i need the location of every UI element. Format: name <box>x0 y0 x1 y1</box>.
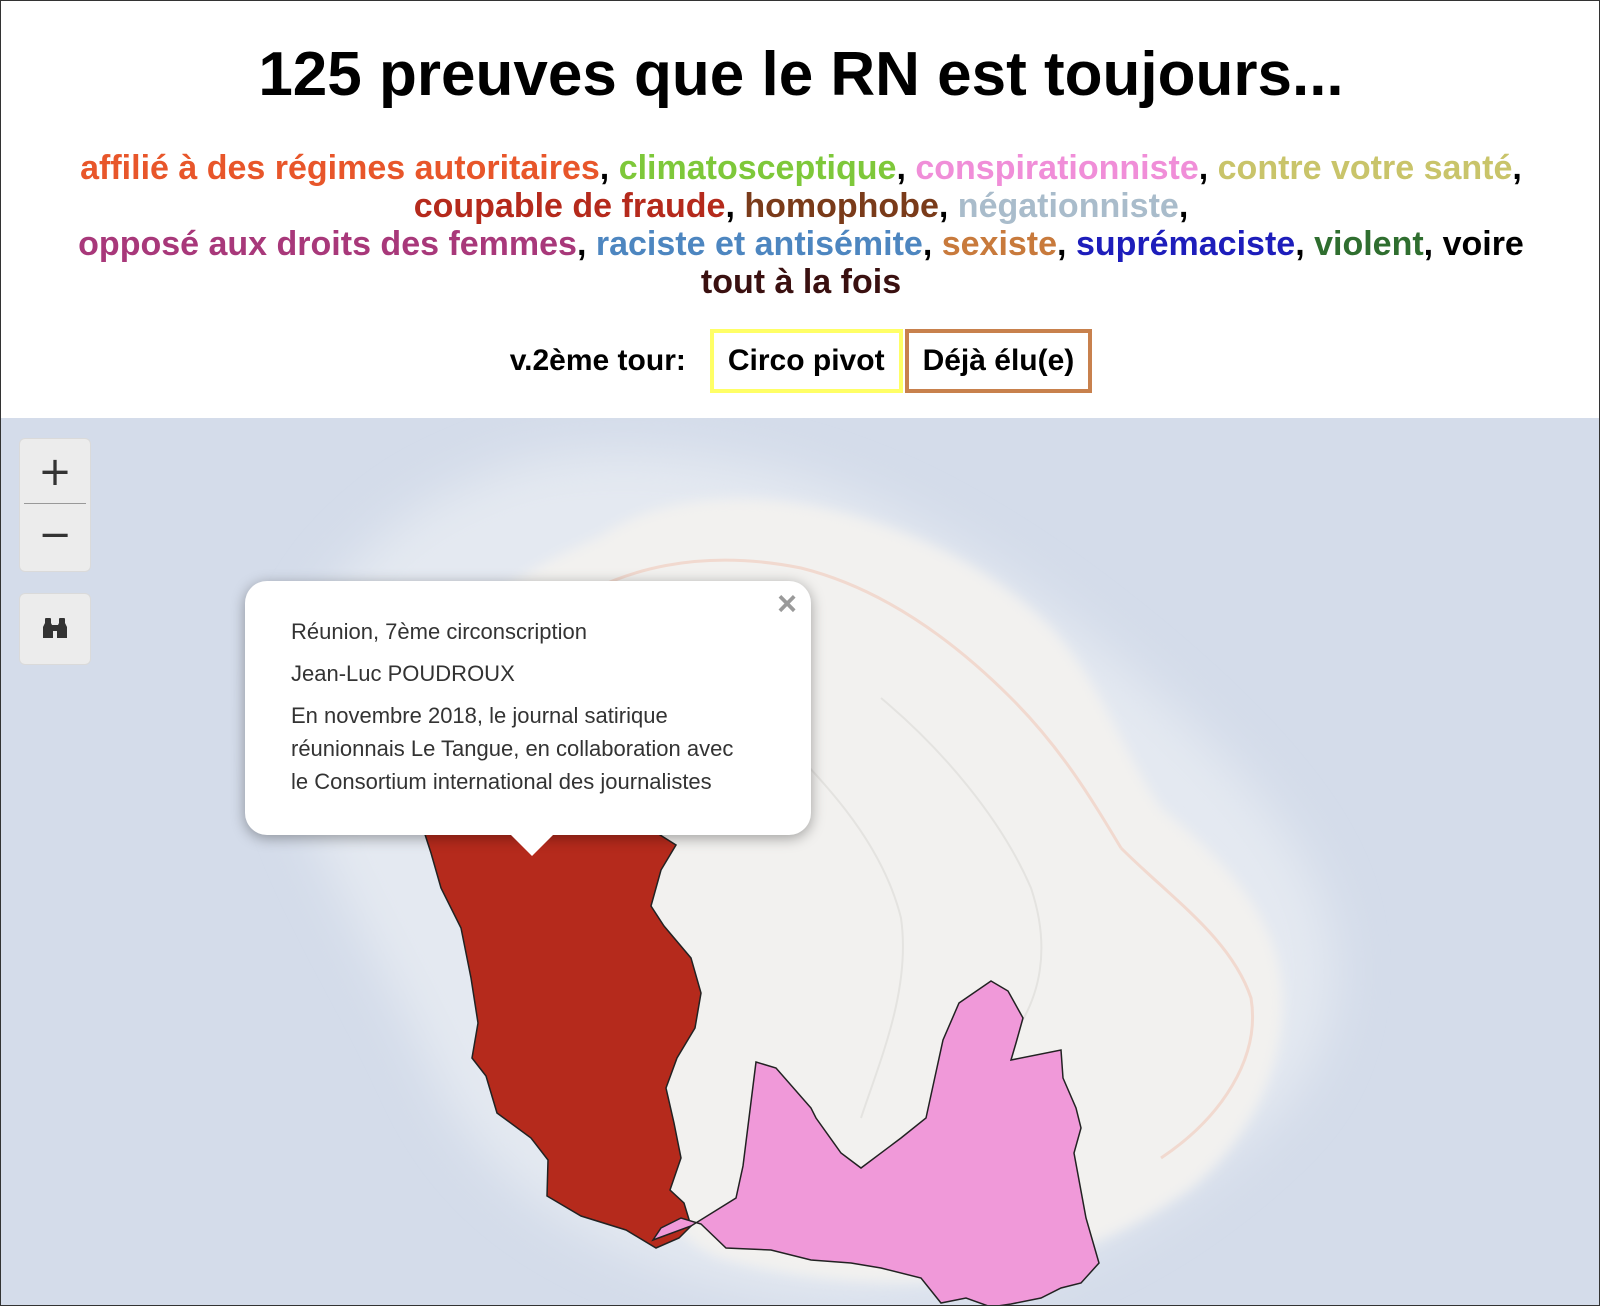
popup-candidate: Jean-Luc POUDROUX <box>291 661 515 686</box>
category-tags: affilié à des régimes autoritaires, clim… <box>1 149 1599 301</box>
tag-separator: , <box>599 149 619 187</box>
tag-authoritarian[interactable]: affilié à des régimes autoritaires <box>80 149 600 187</box>
circo-pivot-button[interactable]: Circo pivot <box>709 329 903 393</box>
popup-text: En novembre 2018, le journal satirique r… <box>291 703 734 805</box>
tag-negationist[interactable]: négationniste <box>957 187 1179 225</box>
tag-racist[interactable]: raciste et antisémite <box>595 225 923 263</box>
deja-elu-button[interactable]: Déjà élu(e) <box>904 329 1093 393</box>
tag-separator: , <box>725 187 745 225</box>
tag-separator: , <box>922 225 942 263</box>
tags-line-3: opposé aux droits des femmes, raciste et… <box>1 225 1599 263</box>
tags-conjunction: voire <box>1442 225 1524 263</box>
tag-separator: , <box>576 225 596 263</box>
tags-line-4: tout à la fois <box>1 263 1599 301</box>
tag-anti-women-rights[interactable]: opposé aux droits des femmes <box>78 225 577 263</box>
tag-fraud[interactable]: coupable de fraude <box>413 187 726 225</box>
zoom-out-button[interactable]: − <box>38 512 72 558</box>
locate-button[interactable] <box>19 593 91 665</box>
map-tiles <box>1 418 1599 1306</box>
second-round-label: v.2ème tour: <box>509 344 686 377</box>
tag-separator: , <box>1423 225 1443 263</box>
tag-separator: , <box>1057 225 1076 263</box>
binoculars-icon <box>43 618 67 638</box>
district-conspiracy[interactable] <box>651 980 1100 1306</box>
tag-homophobe[interactable]: homophobe <box>744 187 939 225</box>
tag-health[interactable]: contre votre santé <box>1217 149 1513 187</box>
page-title: 125 preuves que le RN est toujours... <box>258 40 1344 109</box>
tags-line-1: affilié à des régimes autoritaires, clim… <box>80 149 1522 187</box>
tag-violent[interactable]: violent <box>1314 225 1424 263</box>
zoom-divider <box>24 503 86 504</box>
tag-separator: , <box>938 187 958 225</box>
map-view[interactable]: + − × Réunion, 7ème circonscription Jean… <box>1 418 1599 1306</box>
road <box>1119 846 1254 1160</box>
tag-separator: , <box>1295 225 1315 263</box>
popup-content: Réunion, 7ème circonscription Jean-Luc P… <box>291 615 751 805</box>
popup-close-button[interactable]: × <box>777 585 797 623</box>
tag-separator: , <box>1198 149 1218 187</box>
zoom-control: + − <box>19 438 91 572</box>
popup-tip <box>505 829 559 856</box>
road <box>760 717 904 1119</box>
zoom-in-button[interactable]: + <box>38 449 72 495</box>
tag-separator: , <box>896 149 916 187</box>
second-round-filter: v.2ème tour: Circo pivot Déjà élu(e) <box>1 329 1599 395</box>
road <box>560 558 1123 849</box>
tags-line-2: coupable de fraude, homophobe, négationn… <box>413 187 1189 225</box>
tag-all-at-once[interactable]: tout à la fois <box>700 263 902 301</box>
tag-conspiracy[interactable]: conspirationniste <box>915 149 1199 187</box>
road <box>880 697 1043 1039</box>
district-fraud[interactable] <box>417 812 702 1249</box>
district-popup: × Réunion, 7ème circonscription Jean-Luc… <box>245 581 811 856</box>
popup-location: Réunion, 7ème circonscription <box>291 619 587 644</box>
tag-sexist[interactable]: sexiste <box>941 225 1058 263</box>
tag-supremacist[interactable]: suprémaciste <box>1075 225 1296 263</box>
tag-climate-sceptic[interactable]: climatosceptique <box>618 149 897 187</box>
